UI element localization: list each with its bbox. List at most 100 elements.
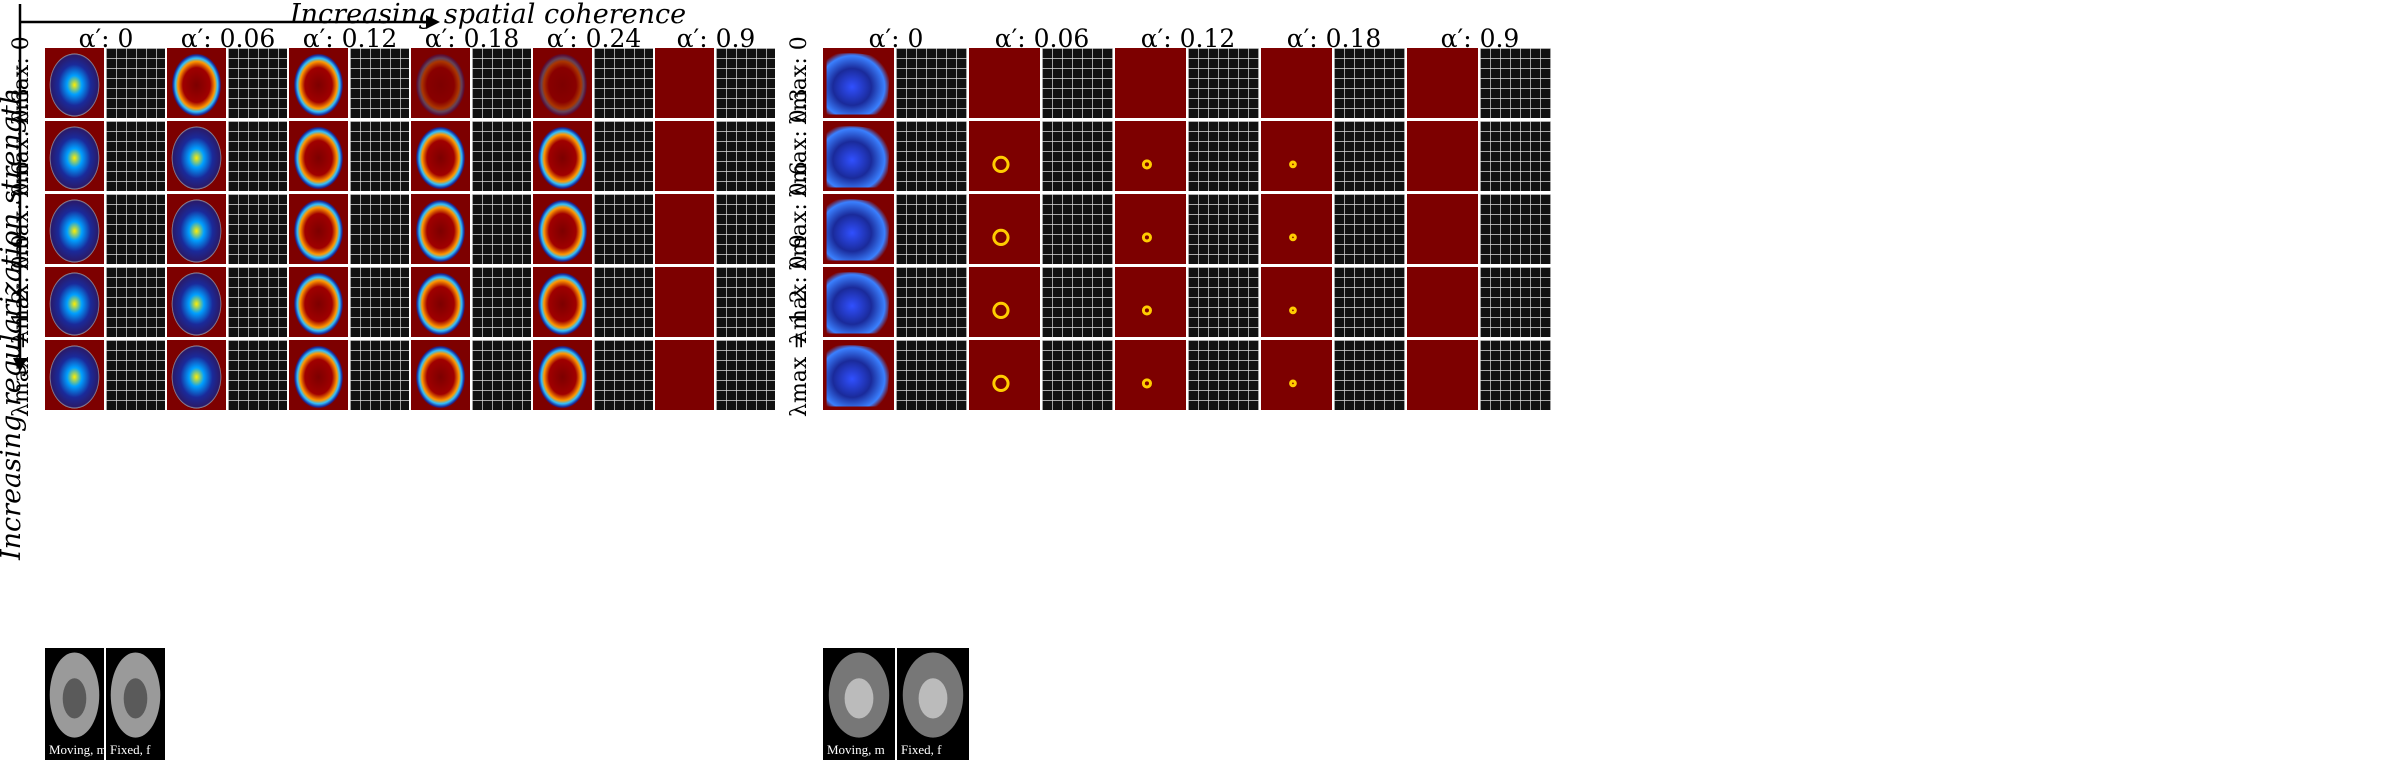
heatmap-cell: [45, 267, 104, 337]
heatmap-cell: [45, 48, 104, 118]
deformation-grid-cell: [472, 340, 531, 410]
heatmap-cell: [1115, 340, 1186, 410]
deformation-grid-cell: [1334, 121, 1405, 191]
deformation-grid-cell: [350, 121, 409, 191]
deformation-grid-cell: [1334, 194, 1405, 264]
heatmap-cell: [1407, 194, 1478, 264]
heatmap-cell: [1407, 121, 1478, 191]
moving-image-thumbnail: Moving, m: [45, 648, 104, 760]
deformation-grid-cell: [228, 48, 287, 118]
deformation-grid-cell: [1480, 121, 1551, 191]
deformation-grid-cell: [716, 340, 775, 410]
heatmap-cell: [289, 194, 348, 264]
fixed-image-thumbnail: Fixed, f: [106, 648, 165, 760]
deformation-grid-cell: [350, 340, 409, 410]
heatmap-cell: [289, 340, 348, 410]
deformation-grid-cell: [350, 194, 409, 264]
deformation-grid-cell: [896, 121, 967, 191]
heatmap-cell: [45, 121, 104, 191]
heatmap-cell: [411, 48, 470, 118]
deformation-grid-cell: [472, 267, 531, 337]
heatmap-cell: [1407, 340, 1478, 410]
heatmap-cell: [1261, 340, 1332, 410]
deformation-grid-cell: [716, 48, 775, 118]
heatmap-cell: [289, 48, 348, 118]
deformation-grid-cell: [594, 48, 653, 118]
heatmap-cell: [411, 194, 470, 264]
heatmap-cell: [1407, 267, 1478, 337]
thumbnail-label: Moving, m: [827, 742, 885, 757]
thumbnail-label: Fixed, f: [901, 742, 942, 757]
deformation-grid-cell: [716, 267, 775, 337]
heatmap-cell: [167, 121, 226, 191]
heatmap-cell: [533, 340, 592, 410]
deformation-grid-cell: [716, 194, 775, 264]
heatmap-cell: [1407, 48, 1478, 118]
deformation-grid-cell: [106, 340, 165, 410]
deformation-grid-cell: [106, 48, 165, 118]
heatmap-cell: [655, 267, 714, 337]
deformation-grid-cell: [106, 267, 165, 337]
deformation-grid-cell: [472, 48, 531, 118]
deformation-grid-cell: [106, 121, 165, 191]
row-label: λmax = 1.2: [9, 289, 34, 417]
deformation-grid-cell: [1042, 48, 1113, 118]
heatmap-cell: [411, 267, 470, 337]
heatmap-cell: [969, 48, 1040, 118]
heatmap-cell: [655, 340, 714, 410]
moving-image-thumbnail: Moving, m: [823, 648, 895, 760]
x-axis-title: Increasing spatial coherence: [290, 0, 687, 30]
heatmap-cell: [823, 121, 894, 191]
deformation-grid-cell: [594, 340, 653, 410]
heatmap-cell: [1115, 194, 1186, 264]
deformation-grid-cell: [228, 340, 287, 410]
heatmap-cell: [823, 48, 894, 118]
heatmap-cell: [655, 48, 714, 118]
deformation-grid-cell: [1042, 194, 1113, 264]
heatmap-cell: [411, 340, 470, 410]
deformation-grid-cell: [106, 194, 165, 264]
heatmap-cell: [533, 48, 592, 118]
fixed-image-thumbnail: Fixed, f: [897, 648, 969, 760]
deformation-grid-cell: [1188, 194, 1259, 264]
deformation-grid-cell: [896, 48, 967, 118]
heatmap-cell: [167, 340, 226, 410]
deformation-grid-cell: [228, 121, 287, 191]
deformation-grid-cell: [594, 194, 653, 264]
heatmap-cell: [1115, 48, 1186, 118]
heatmap-cell: [1115, 121, 1186, 191]
heatmap-cell: [1261, 48, 1332, 118]
deformation-grid-cell: [1188, 121, 1259, 191]
deformation-grid-cell: [1188, 48, 1259, 118]
heatmap-cell: [969, 121, 1040, 191]
heatmap-cell: [167, 267, 226, 337]
deformation-grid-cell: [896, 267, 967, 337]
row-label: λmax = 1.2: [787, 289, 812, 417]
deformation-grid-cell: [228, 267, 287, 337]
deformation-grid-cell: [472, 121, 531, 191]
heatmap-cell: [1261, 267, 1332, 337]
deformation-grid-cell: [472, 194, 531, 264]
heatmap-cell: [289, 267, 348, 337]
heatmap-cell: [655, 121, 714, 191]
deformation-grid-cell: [716, 121, 775, 191]
deformation-grid-cell: [1334, 48, 1405, 118]
deformation-grid-cell: [1188, 340, 1259, 410]
heatmap-cell: [411, 121, 470, 191]
deformation-grid-cell: [1188, 267, 1259, 337]
deformation-grid-cell: [228, 194, 287, 264]
heatmap-cell: [289, 121, 348, 191]
heatmap-cell: [823, 267, 894, 337]
heatmap-cell: [167, 48, 226, 118]
deformation-grid-cell: [896, 340, 967, 410]
heatmap-cell: [1261, 194, 1332, 264]
heatmap-cell: [969, 267, 1040, 337]
deformation-grid-cell: [1480, 267, 1551, 337]
deformation-grid-cell: [1042, 121, 1113, 191]
deformation-grid-cell: [1042, 267, 1113, 337]
axis-arrows: [13, 4, 440, 372]
deformation-grid-cell: [896, 194, 967, 264]
deformation-grid-cell: [1480, 48, 1551, 118]
deformation-grid-cell: [594, 121, 653, 191]
heatmap-cell: [45, 340, 104, 410]
